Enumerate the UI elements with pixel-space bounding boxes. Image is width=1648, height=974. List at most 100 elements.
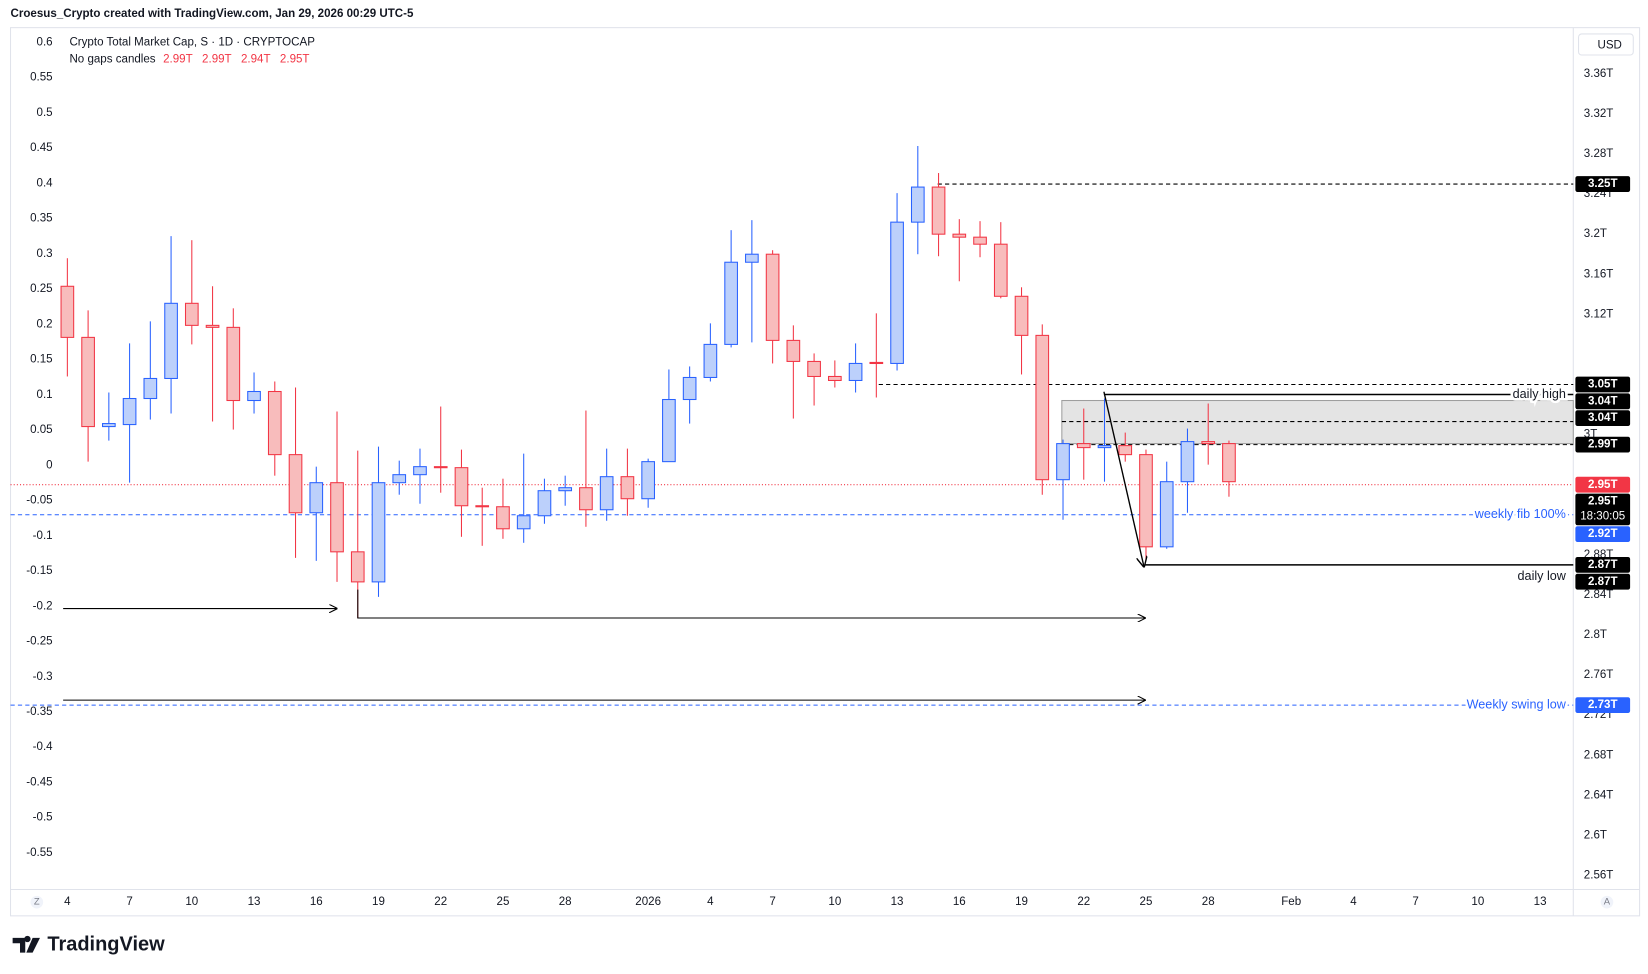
- axis-button-label[interactable]: Z: [34, 897, 40, 908]
- candle-body: [828, 375, 842, 382]
- x-tick-label: 2026: [635, 896, 661, 908]
- candle-body: [620, 476, 635, 500]
- y-tick-label: 2.6T: [1584, 829, 1607, 841]
- candle-body: [807, 360, 821, 377]
- price-label-box: [1575, 573, 1631, 590]
- candle-body: [350, 551, 365, 583]
- candle-body: [1180, 441, 1195, 483]
- price-label-box: [1575, 393, 1631, 410]
- candle-body: [1056, 443, 1070, 481]
- candle-body: [184, 302, 199, 326]
- price-label: 3.04T: [1588, 395, 1618, 407]
- y2-tick-label: 0.45: [30, 142, 53, 154]
- candle-body: [267, 390, 282, 456]
- candle-body: [703, 343, 718, 378]
- candle-body: [993, 243, 1008, 297]
- price-label: 2.92T: [1588, 528, 1618, 540]
- candle-body: [60, 285, 75, 338]
- x-tick-label: 25: [497, 896, 510, 908]
- x-tick-label: 10: [828, 896, 841, 908]
- y-tick-label: 2.68T: [1584, 749, 1614, 761]
- candle-body: [745, 253, 759, 263]
- y2-tick-label: -0.3: [33, 671, 53, 683]
- candle-body: [122, 397, 137, 426]
- price-label: 3.05T: [1588, 379, 1618, 391]
- x-tick-label: 13: [248, 896, 261, 908]
- y2-tick-label: 0.05: [30, 424, 53, 436]
- x-tick-label: 4: [707, 896, 714, 908]
- price-label-box: [1575, 526, 1631, 543]
- y2-tick-label: 0.6: [37, 36, 53, 48]
- candle-body: [848, 362, 863, 382]
- candle-body: [1014, 295, 1029, 336]
- axis-button[interactable]: [30, 895, 44, 909]
- x-tick-label: 7: [1412, 896, 1418, 908]
- candle-body: [952, 233, 967, 238]
- y2-tick-label: -0.5: [33, 812, 53, 824]
- price-label: 2.99T: [1588, 439, 1618, 451]
- price-label: 2.87T: [1588, 576, 1618, 588]
- level-label: daily low: [1518, 569, 1567, 583]
- currency[interactable]: USD: [1597, 40, 1621, 52]
- y2-tick-label: 0.15: [30, 354, 53, 366]
- x-tick-label: 16: [953, 896, 966, 908]
- price-label: 2.95T: [1588, 479, 1618, 491]
- currency-box[interactable]: [1578, 33, 1634, 56]
- price-label: 3.04T: [1588, 412, 1618, 424]
- y2-tick-label: -0.15: [26, 565, 52, 577]
- y2-tick-label: 0.35: [30, 213, 53, 225]
- price-label-box: [1575, 697, 1631, 714]
- candle-body: [102, 423, 116, 428]
- axis-button-label[interactable]: A: [1604, 897, 1611, 908]
- price-label-box: [1575, 556, 1631, 573]
- y2-tick-label: 0.1: [37, 389, 53, 401]
- y-tick-label: 3.16T: [1584, 268, 1614, 280]
- y2-tick-label: -0.55: [26, 847, 52, 859]
- level-label: Weekly swing low: [1467, 697, 1567, 711]
- y2-tick-label: -0.1: [33, 530, 53, 542]
- level-label: weekly fib 100%: [1474, 507, 1566, 521]
- y2-tick-label: -0.2: [33, 600, 53, 612]
- candle-body: [599, 476, 614, 511]
- candle-body: [1076, 443, 1091, 449]
- ohlc-value: 2.95T: [280, 53, 310, 65]
- candle-body: [330, 482, 344, 553]
- candle-body: [910, 186, 925, 223]
- level-label: daily high: [1513, 387, 1566, 401]
- x-tick-label: 4: [64, 896, 71, 908]
- candle-body: [496, 506, 510, 530]
- candle-body: [371, 482, 386, 583]
- y-tick-label: 2.76T: [1584, 669, 1614, 681]
- candle-body: [247, 390, 261, 402]
- chart-frame: [9, 27, 1641, 917]
- chart-subtitle: No gaps candles: [69, 53, 155, 65]
- candle-body: [454, 467, 469, 507]
- axis-button[interactable]: [1600, 895, 1614, 909]
- ohlc-legend: 2.99T 2.99T 2.94T 2.95T: [163, 53, 309, 65]
- candle-body: [413, 466, 427, 476]
- price-label: 2.87T: [1588, 559, 1618, 571]
- candle-body: [516, 515, 531, 530]
- y2-tick-label: -0.35: [26, 706, 52, 718]
- price-label: 2.95T: [1588, 496, 1618, 508]
- candle-body: [392, 474, 407, 484]
- candle-body: [537, 490, 552, 517]
- arrow: [1103, 391, 1144, 567]
- y-tick-label: 3.12T: [1584, 308, 1614, 320]
- y2-tick-label: 0.25: [30, 283, 53, 295]
- candle-body: [1097, 445, 1112, 449]
- candle-body: [475, 505, 490, 508]
- x-tick-label: 28: [559, 896, 572, 908]
- x-tick-label: 19: [372, 896, 385, 908]
- candle-body: [1035, 334, 1050, 481]
- candle-body: [81, 336, 95, 428]
- candle-body: [869, 361, 884, 365]
- x-tick-label: 25: [1140, 896, 1153, 908]
- x-tick-label: 28: [1202, 896, 1215, 908]
- footer-brand: TradingView: [47, 934, 165, 956]
- candle-body: [1222, 443, 1236, 483]
- y-tick-label: 2.64T: [1584, 789, 1614, 801]
- candle-body: [143, 377, 158, 400]
- candle-body: [579, 487, 593, 511]
